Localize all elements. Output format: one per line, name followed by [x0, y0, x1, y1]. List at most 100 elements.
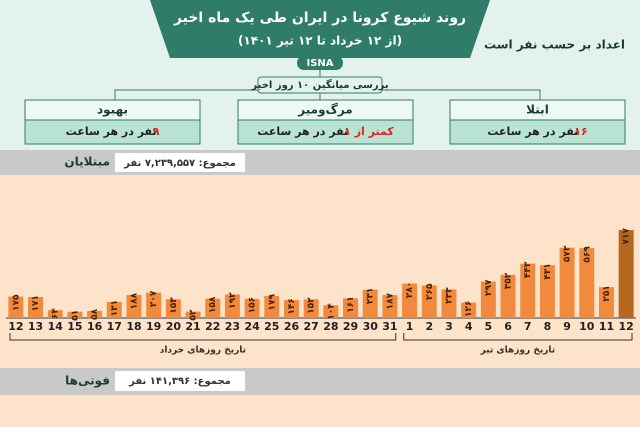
bar [244, 298, 260, 318]
bar [47, 310, 63, 318]
x-tick-label: 28 [323, 320, 338, 333]
logo: ISNA [306, 58, 333, 69]
x-tick-label: 21 [185, 320, 200, 333]
bar [441, 289, 457, 318]
subtitle: (از ۱۲ خرداد تا ۱۲ تیر ۱۴۰۱) [238, 34, 402, 48]
x-tick-label: 11 [599, 320, 614, 333]
value-label: ۱۵۶ [248, 297, 258, 313]
box-unit: نفر در هر ساعت [257, 125, 348, 138]
group-label: تاریخ روزهای تیر [480, 346, 556, 356]
bar [520, 263, 536, 318]
x-tick-label: 24 [244, 320, 260, 333]
x-tick-label: 12 [619, 320, 634, 333]
cases-total-box [115, 153, 245, 172]
x-tick-label: 3 [445, 320, 453, 333]
bar [539, 265, 555, 318]
value-label: ۲۳۳ [444, 287, 454, 304]
box-unit: نفر در هر ساعت [66, 125, 157, 138]
bar [598, 287, 614, 318]
logo-pill [297, 56, 343, 70]
x-tick-label: 27 [304, 320, 319, 333]
bar [224, 294, 240, 318]
x-tick-label: 29 [343, 320, 358, 333]
box-number: ۹ [153, 125, 160, 138]
group-bracket [403, 333, 633, 341]
value-label: ۴۴۳ [523, 261, 533, 278]
deaths-total-box [115, 371, 245, 391]
bar [618, 230, 634, 318]
x-tick-label: 10 [579, 320, 595, 333]
box-body [237, 119, 414, 145]
x-tick-label: 14 [48, 320, 64, 333]
x-tick-label: 5 [485, 320, 493, 333]
deaths-title: فوتی‌ها [65, 374, 110, 389]
bar [303, 299, 319, 318]
x-tick-label: 23 [225, 320, 240, 333]
box-body [24, 119, 201, 145]
value-label: ۱۲۶ [464, 301, 474, 317]
cases-title: مبتلایان [64, 155, 110, 169]
box-number: ۱۶ [574, 125, 587, 138]
bar [264, 296, 280, 318]
bar [362, 289, 378, 318]
cases-band [0, 150, 640, 175]
bar [421, 285, 437, 318]
bar [87, 310, 103, 318]
value-label: ۱۳۱ [110, 300, 120, 316]
bar [382, 295, 398, 318]
value-label: ۲۵۱ [602, 285, 612, 301]
x-tick-label: 17 [107, 320, 122, 333]
value-label: ۲۶۵ [425, 283, 435, 300]
bar [67, 311, 83, 318]
value-label: ۲۸۰ [405, 282, 415, 298]
x-tick-label: 19 [146, 320, 161, 333]
value-label: ۷۱۷ [622, 227, 632, 244]
bar [323, 305, 339, 318]
x-tick-label: 18 [126, 320, 141, 333]
note: اعداد بر حسب نفر است [484, 38, 625, 52]
box-label: بهبود [97, 103, 128, 118]
value-label: ۵۷۳ [563, 245, 573, 262]
bar [402, 283, 418, 318]
bar [559, 247, 575, 318]
value-label: ۵۸ [90, 308, 100, 319]
value-label: ۱۸۷ [385, 293, 395, 310]
x-tick-label: 2 [425, 320, 433, 333]
deaths-band [0, 368, 640, 395]
box-value: ۹نفر در هر ساعت [66, 125, 160, 138]
value-label: ۲۳۱ [366, 288, 376, 304]
box-value: ۱۶نفر در هر ساعت [487, 125, 587, 138]
x-tick-label: 16 [87, 320, 103, 333]
x-tick-label: 1 [406, 320, 414, 333]
box-label: مرگ‌ومیر [297, 102, 352, 118]
bar [126, 294, 142, 318]
box-label: ابتلا [526, 103, 549, 117]
value-label: ۱۴۶ [287, 298, 297, 314]
summary-heading-box [257, 76, 383, 94]
box-number: کمتر از ۱ [344, 125, 394, 138]
x-tick-label: 31 [382, 320, 397, 333]
bar [106, 301, 122, 318]
bar [8, 296, 24, 318]
bar [480, 281, 496, 318]
bar [185, 311, 201, 318]
x-tick-label: 8 [544, 320, 552, 333]
bar [579, 248, 595, 318]
value-label: ۲۰۷ [149, 290, 159, 307]
x-tick-label: 13 [28, 320, 43, 333]
x-tick-label: 22 [205, 320, 220, 333]
value-label: ۱۷۵ [11, 294, 21, 311]
group-label: تاریخ روزهای خرداد [160, 346, 246, 356]
summary-heading: بررسی میانگین ۱۰ روز اخیر [250, 78, 388, 91]
value-label: ۶۴ [51, 308, 61, 319]
value-label: ۱۵۲ [307, 297, 317, 314]
x-tick-label: 9 [563, 320, 571, 333]
bar [500, 274, 516, 318]
x-tick-label: 25 [264, 320, 279, 333]
value-label: ۴۳۱ [543, 263, 553, 279]
x-tick-label: 6 [504, 320, 512, 333]
box-body [449, 119, 626, 145]
value-label: ۵۲ [189, 309, 199, 320]
x-tick-label: 7 [524, 320, 532, 333]
